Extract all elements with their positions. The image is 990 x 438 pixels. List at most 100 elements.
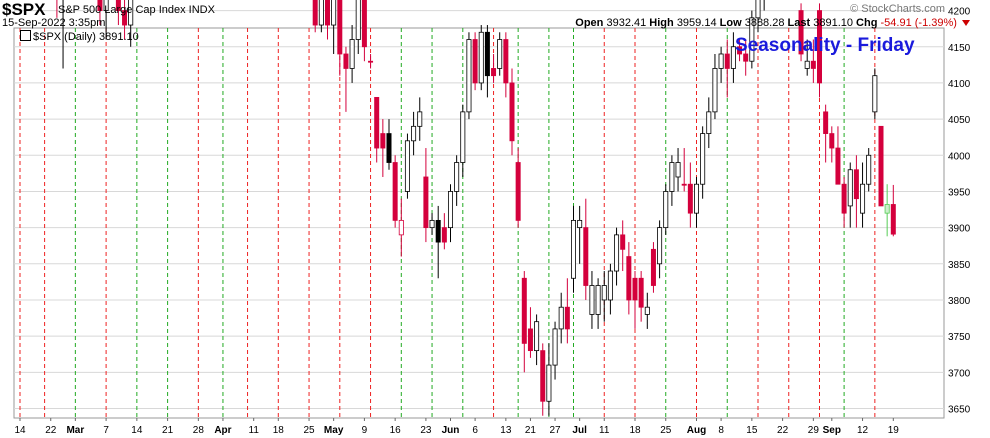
candle-body	[318, 0, 324, 26]
x-tick-label: 11	[249, 425, 260, 436]
candle-body	[657, 227, 663, 265]
candle-body	[103, 0, 109, 11]
open-value: 3932.41	[606, 17, 647, 29]
y-tick-label: 3700	[948, 368, 971, 379]
candle-body	[552, 328, 558, 366]
x-tick-label: 23	[420, 425, 432, 436]
x-tick-label: 11	[599, 425, 610, 436]
candle-body	[601, 285, 607, 301]
y-tick-label: 4100	[948, 79, 971, 90]
y-tick-label: 4050	[948, 115, 971, 126]
candle-body	[447, 191, 453, 229]
candle-body	[872, 75, 878, 113]
x-tick-label: 21	[162, 425, 174, 436]
candle-body	[472, 39, 478, 84]
candle-body	[540, 350, 546, 402]
candle-body	[534, 321, 540, 352]
candle-body	[97, 0, 103, 11]
y-tick-label: 3750	[948, 332, 971, 343]
x-tick-label: 13	[500, 425, 512, 436]
candle-body	[435, 219, 441, 243]
x-tick-label: May	[324, 425, 344, 436]
candle-body	[706, 111, 712, 134]
candle-body	[841, 183, 847, 214]
candle-body	[312, 0, 318, 26]
candle-body	[361, 0, 367, 48]
x-tick-label: Mar	[66, 425, 84, 436]
x-tick-label: 8	[718, 425, 724, 436]
y-tick-label: 4000	[948, 151, 971, 162]
candle-body	[589, 285, 595, 315]
candle-body	[810, 60, 816, 69]
candle-body	[515, 162, 521, 221]
candle-body	[847, 169, 853, 207]
candle-body	[878, 125, 884, 207]
candle-body	[577, 219, 583, 229]
candle-body	[460, 111, 466, 163]
candle-body	[521, 277, 527, 344]
x-tick-label: 22	[777, 425, 789, 436]
open-label: Open	[575, 17, 604, 29]
candle-body	[638, 277, 644, 308]
candle-body	[527, 328, 533, 352]
y-tick-label: 3900	[948, 224, 971, 235]
x-tick-label: Jul	[572, 425, 587, 436]
candle-body	[478, 31, 484, 84]
candle-body	[620, 234, 626, 250]
candle-body	[884, 204, 890, 214]
y-tick-label: 3950	[948, 187, 971, 198]
candle-body	[823, 111, 829, 134]
candle-body	[866, 154, 872, 185]
down-arrow-icon	[962, 20, 970, 26]
quote-summary: Open 3932.41 High 3959.14 Low 3888.28 La…	[575, 17, 970, 29]
candle-body	[571, 219, 577, 279]
candle-body	[860, 183, 866, 214]
candle-body	[644, 306, 650, 315]
candle-body	[712, 68, 718, 113]
candle-body	[374, 96, 380, 149]
x-tick-label: 14	[14, 425, 26, 436]
x-tick-label: 9	[362, 425, 368, 436]
x-tick-label: 6	[472, 425, 478, 436]
candle-body	[122, 10, 128, 26]
candle-body	[509, 82, 515, 142]
candle-body	[484, 31, 490, 77]
x-tick-label: Jun	[442, 425, 460, 436]
candle-body	[115, 0, 121, 11]
low-value: 3888.28	[744, 17, 785, 29]
candle-body	[404, 140, 410, 192]
candle-body	[497, 39, 503, 69]
high-value: 3959.14	[676, 17, 717, 29]
candle-body	[607, 270, 613, 301]
candle-body	[675, 162, 681, 178]
candle-body	[798, 10, 804, 55]
y-tick-label: 4150	[948, 43, 971, 54]
candle-body	[755, 0, 761, 19]
candle-body	[743, 53, 749, 62]
low-label: Low	[719, 17, 742, 29]
candle-body	[614, 234, 620, 272]
candle-body	[380, 133, 386, 149]
x-tick-label: 21	[525, 425, 537, 436]
x-tick-label: 25	[660, 425, 672, 436]
candle-body	[700, 133, 706, 185]
x-tick-label: 15	[746, 425, 758, 436]
candle-body	[491, 68, 497, 77]
candle-body	[331, 0, 337, 26]
y-tick-label: 3650	[948, 405, 971, 416]
candle-body	[663, 191, 669, 229]
chart-instrument-name: S&P 500 Large Cap Index INDX	[58, 4, 215, 16]
candle-body	[429, 219, 435, 229]
stockcharts-credit: © StockCharts.com	[850, 3, 945, 15]
candle-body	[423, 176, 429, 229]
candle-body	[724, 53, 730, 69]
candle-body	[466, 39, 472, 113]
x-tick-label: 18	[273, 425, 285, 436]
chg-value: -54.91 (-1.39%)	[880, 17, 957, 29]
candle-body	[804, 60, 810, 69]
legend-swatch-icon	[20, 30, 31, 41]
chart-symbol: $SPX	[2, 0, 46, 19]
chg-label: Chg	[856, 17, 878, 29]
candle-body	[632, 277, 638, 301]
